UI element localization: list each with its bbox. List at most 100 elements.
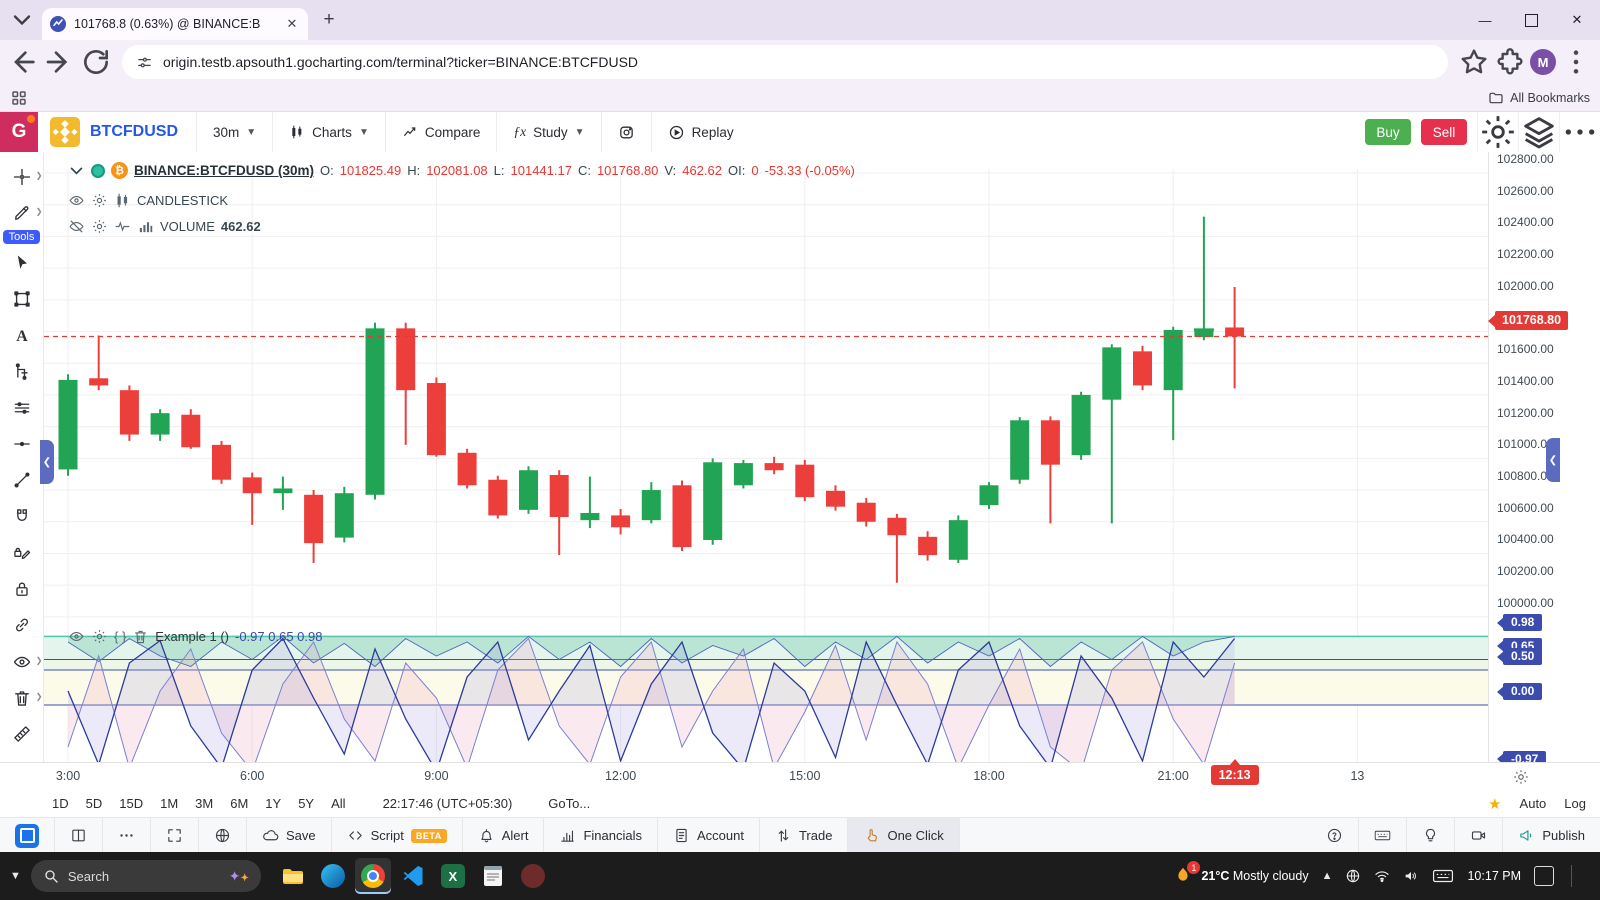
more-menu-icon[interactable] [1559, 112, 1600, 152]
financials-button[interactable]: Financials [544, 818, 658, 853]
horizontal-line-tool[interactable] [5, 428, 39, 461]
volume-label[interactable]: VOLUME [160, 219, 215, 234]
range-3m[interactable]: 3M [195, 796, 214, 811]
price-note-tool[interactable] [5, 355, 39, 388]
symbol-ticker[interactable]: BTCFDUSD [90, 123, 178, 140]
gocharting-logo[interactable]: G [0, 112, 38, 152]
browser-tab[interactable]: 101768.8 (0.63%) @ BINANCE:B ✕ [42, 8, 308, 40]
shortcuts-button[interactable] [1359, 818, 1408, 853]
split-view[interactable] [55, 818, 103, 853]
settings-gear-icon[interactable] [1477, 112, 1518, 152]
pen-tool[interactable]: ❯ [5, 196, 43, 229]
range-1d[interactable]: 1D [52, 796, 69, 811]
extensions-icon[interactable] [1494, 46, 1526, 78]
taskbar-app-chrome[interactable] [354, 858, 391, 894]
reload-icon[interactable] [80, 46, 112, 78]
window-maximize-button[interactable] [1508, 0, 1554, 40]
eye-tool[interactable]: ❯ [5, 645, 43, 678]
script-button[interactable]: Script BETA [332, 818, 463, 853]
forward-icon[interactable] [44, 46, 76, 78]
taskbar-app-notepad[interactable] [475, 858, 511, 894]
charts-menu[interactable]: Charts ▼ [272, 112, 385, 152]
window-minimize-button[interactable]: — [1478, 12, 1492, 28]
eye-off-icon[interactable] [68, 218, 85, 235]
price-axis[interactable]: 102800.00 102600.00 102400.00 102200.00 1020… [1487, 152, 1600, 768]
back-icon[interactable] [8, 46, 40, 78]
window-close-button[interactable]: ✕ [1571, 12, 1583, 27]
indicator-title[interactable]: Example 1 () [155, 629, 229, 644]
replay-button[interactable]: Replay [650, 112, 750, 152]
range-5y[interactable]: 5Y [298, 796, 315, 811]
layers-icon[interactable] [1518, 112, 1559, 152]
all-bookmarks[interactable]: All Bookmarks [1488, 90, 1590, 106]
cursor-tool[interactable] [5, 246, 39, 279]
range-all[interactable]: All [331, 796, 346, 811]
lock-tool[interactable] [5, 573, 39, 606]
time-axis[interactable]: 3:00 6:00 9:00 12:00 15:00 18:00 21:00 13 12:13 [0, 759, 1600, 791]
layout-selector[interactable] [0, 818, 55, 853]
compare-button[interactable]: Compare [384, 112, 497, 152]
axis-settings-gear-icon[interactable] [1512, 768, 1530, 786]
link-tool[interactable] [5, 609, 39, 642]
ruler-tool[interactable] [5, 718, 39, 751]
braces-icon[interactable]: { } [114, 629, 127, 644]
taskbar-search[interactable]: Search ✦✦ [30, 860, 261, 892]
alert-button[interactable]: Alert [463, 818, 545, 853]
sell-button[interactable]: Sell [1421, 119, 1467, 145]
bookmark-star-icon[interactable] [1458, 46, 1490, 78]
eye-icon[interactable] [68, 192, 85, 209]
tray-chevron-up-icon[interactable]: ▲ [1321, 870, 1333, 882]
log-scale-toggle[interactable]: Log [1564, 796, 1586, 811]
auto-scale-toggle[interactable]: Auto [1519, 796, 1547, 811]
star-icon[interactable]: ★ [1488, 795, 1502, 813]
address-bar[interactable]: origin.testb.apsouth1.gocharting.com/ter… [122, 45, 1448, 79]
taskbar-app-excel[interactable]: X [435, 858, 471, 894]
gear-icon[interactable] [91, 218, 108, 235]
video-button[interactable] [1455, 818, 1504, 853]
screenshot-button[interactable] [600, 112, 651, 152]
more-tools[interactable] [103, 818, 151, 853]
range-15d[interactable]: 15D [119, 796, 144, 811]
apps-grid-icon[interactable] [10, 89, 28, 107]
trade-button[interactable]: Trade [760, 818, 849, 853]
browser-menu-icon[interactable] [1560, 46, 1592, 78]
parallel-lines-tool[interactable] [5, 391, 39, 424]
taskbar-app-edge[interactable] [315, 858, 351, 894]
taskbar-app-app-maroon[interactable] [515, 858, 551, 894]
one-click-button[interactable]: One Click [848, 818, 960, 853]
network-icon[interactable] [1345, 868, 1361, 884]
gear-icon[interactable] [91, 192, 108, 209]
chevron-right-icon[interactable]: ❯ [35, 656, 43, 666]
rect-select-tool[interactable] [5, 283, 39, 316]
url-text[interactable]: origin.testb.apsouth1.gocharting.com/ter… [163, 54, 639, 70]
fullscreen[interactable] [151, 818, 199, 853]
timeframe-dropdown[interactable]: 30m ▼ [196, 112, 272, 152]
weather-widget[interactable]: 1 21°C Mostly cloudy [1172, 861, 1309, 887]
tab-close-icon[interactable]: ✕ [286, 16, 298, 31]
taskbar-clock[interactable]: 10:17 PM [1467, 869, 1521, 883]
range-6m[interactable]: 6M [230, 796, 249, 811]
ideas-button[interactable] [1407, 818, 1456, 853]
wifi-icon[interactable] [1374, 868, 1390, 884]
text-tool[interactable]: A [5, 319, 39, 352]
tab-search-icon[interactable] [8, 6, 36, 34]
taskbar-app-vscode[interactable] [395, 858, 431, 894]
symbol-label[interactable]: BINANCE:BTCFDUSD (30m) [134, 163, 315, 178]
publish-button[interactable]: Publish [1503, 818, 1600, 853]
collapse-chevron-icon[interactable] [68, 162, 85, 179]
show-desktop-button[interactable] [1571, 865, 1586, 887]
chart-canvas[interactable] [44, 154, 1488, 792]
study-menu[interactable]: ƒx Study ▼ [496, 112, 600, 152]
range-1m[interactable]: 1M [160, 796, 179, 811]
volume-icon[interactable] [1403, 868, 1419, 884]
magnet-tool[interactable] [5, 500, 39, 533]
taskbar-overflow-chevron-icon[interactable]: ▼ [10, 870, 21, 882]
eye-icon[interactable] [68, 628, 85, 645]
browser-mode[interactable] [199, 818, 247, 853]
save-button[interactable]: Save [247, 818, 332, 853]
keyboard-icon[interactable] [1432, 868, 1454, 884]
chevron-right-icon[interactable]: ❯ [35, 207, 43, 217]
trend-line-tool[interactable] [5, 464, 39, 497]
chevron-right-icon[interactable]: ❯ [35, 171, 43, 180]
gear-icon[interactable] [91, 628, 108, 645]
